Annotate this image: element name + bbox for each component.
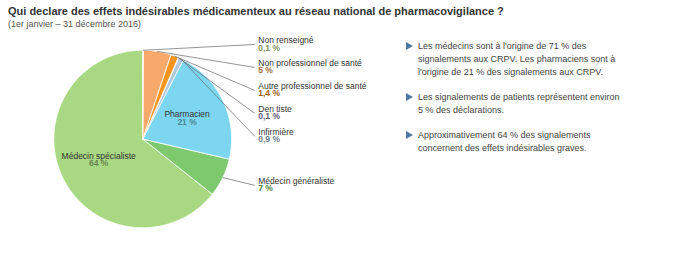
svg-text:Autre professionnel de santé: Autre professionnel de santé [258, 81, 367, 92]
svg-text:1,4 %: 1,4 % [258, 88, 280, 98]
html-text:Approximativement 64 % des sig: Approximativement 64 % des signalements … [418, 130, 591, 153]
svg-text:Médecin spécialiste: Médecin spécialiste [61, 151, 136, 162]
svg-text:Médecin généraliste: Médecin généraliste [258, 176, 335, 187]
html-text:Les signalements de patients r: Les signalements de patients représenten… [418, 92, 620, 115]
svg-text:0,1 %: 0,1 % [258, 43, 280, 53]
svg-text:Non renseigné: Non renseigné [258, 35, 314, 46]
html-text:Qui declare des effets indésir: Qui declare des effets indésirables médi… [8, 5, 504, 17]
html-text:(1er janvier – 31 décembre 201: (1er janvier – 31 décembre 2016) [8, 19, 142, 29]
svg-text:Pharmacien: Pharmacien [164, 109, 210, 120]
svg-text:Den tiste: Den tiste [258, 104, 292, 115]
html-text:Les médecins sont à l'origine: Les médecins sont à l'origine de 71 % de… [418, 41, 616, 77]
svg-text:0,1 %: 0,1 % [258, 111, 280, 121]
svg-text:5 %: 5 % [258, 65, 273, 75]
svg-text:21 %: 21 % [177, 117, 197, 127]
svg-text:Non professionnel de santé: Non professionnel de santé [258, 58, 362, 68]
svg-text:64 %: 64 % [89, 158, 109, 168]
svg-text:0,9 %: 0,9 % [258, 134, 280, 144]
svg-text:7 %: 7 % [258, 183, 273, 193]
svg-text:Infirmière: Infirmière [258, 127, 294, 138]
